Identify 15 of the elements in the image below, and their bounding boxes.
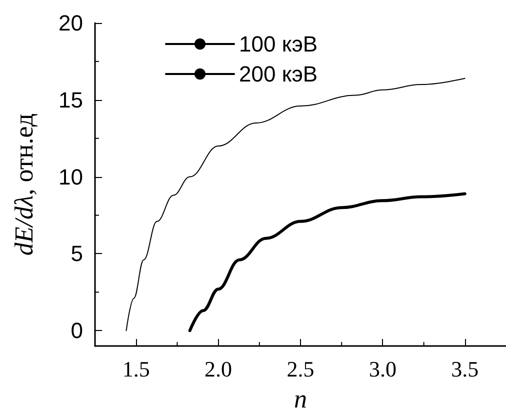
x-tick-label: 3.0 xyxy=(368,356,396,382)
legend-label: 100 кэВ xyxy=(239,32,318,56)
y-tick-label: 15 xyxy=(58,87,83,112)
x-tick-label: 2.5 xyxy=(286,356,314,382)
x-tick-label: 1.5 xyxy=(122,356,150,382)
y-axis-title: dE/dλ, отн.ед xyxy=(10,113,38,256)
line-series xyxy=(188,192,466,332)
legend-label: 200 кэВ xyxy=(239,62,318,86)
y-tick-label: 0 xyxy=(70,318,83,344)
y-tick-label: 5 xyxy=(70,241,83,266)
y-tick-label: 20 xyxy=(58,10,83,36)
y-tick-label: 10 xyxy=(58,164,83,190)
x-axis-title: n xyxy=(294,384,307,414)
x-tick-label: 2.0 xyxy=(204,356,232,382)
x-tick-label: 3.5 xyxy=(451,356,479,382)
